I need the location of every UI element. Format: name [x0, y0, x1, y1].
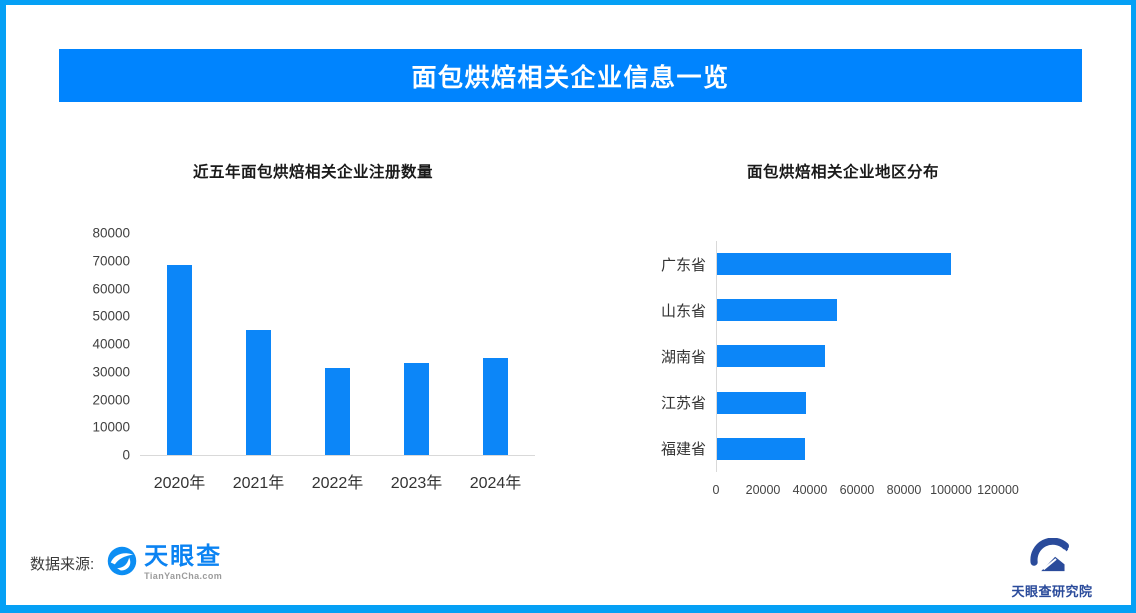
bar-福建省	[717, 437, 806, 460]
bar-row	[717, 241, 999, 287]
x-axis-category-label: 2023年	[390, 475, 443, 492]
bar-slot	[219, 233, 298, 455]
y-axis-tick-label: 50000	[92, 308, 130, 324]
data-source-label: 数据来源:	[30, 555, 95, 573]
data-source: 数据来源: 天眼查 TianYanCha.com	[30, 545, 222, 581]
y-axis-tick-label: 40000	[92, 336, 130, 352]
bar-山东省	[717, 299, 837, 322]
page-title: 面包烘焙相关企业信息一览	[411, 63, 730, 92]
bar-江苏省	[717, 391, 807, 414]
x-axis-tick-label: 0	[712, 483, 720, 497]
x-axis-tick-label: 20000	[745, 483, 781, 497]
header-banner: 面包烘焙相关企业信息一览	[59, 49, 1082, 102]
bar-2024年	[483, 357, 508, 455]
y-axis-tick-label: 70000	[92, 253, 130, 269]
region-chart-rows	[716, 241, 999, 472]
tianyancha-logo-icon	[107, 546, 137, 581]
x-axis-category-label: 2024年	[469, 475, 522, 492]
x-axis-tick-label: 120000	[977, 483, 1019, 497]
bar-row	[717, 380, 999, 426]
region-chart-labels: 广东省山东省湖南省江苏省福建省	[640, 241, 706, 472]
registration-chart-x-labels: 2020年 2021年 2022年 2023年 2024年	[140, 456, 535, 493]
x-axis-tick-label: 40000	[792, 483, 828, 497]
registration-chart-title: 近五年面包烘焙相关企业注册数量	[192, 164, 433, 181]
x-axis-category-label: 2021年	[232, 475, 285, 492]
region-label: 福建省	[660, 441, 706, 459]
y-axis-tick-label: 80000	[92, 225, 130, 241]
x-axis-tick-label: 60000	[839, 483, 875, 497]
region-label: 广东省	[660, 256, 706, 274]
region-chart-title: 面包烘焙相关企业地区分布	[746, 164, 939, 181]
bar-2023年	[404, 363, 429, 455]
region-label: 江苏省	[660, 395, 706, 413]
bar-湖南省	[717, 345, 826, 368]
bar-广东省	[717, 253, 951, 276]
y-axis-tick-label: 30000	[92, 364, 130, 380]
region-label: 湖南省	[660, 348, 706, 366]
bar-slot	[377, 233, 456, 455]
research-institute-logo: 天眼查研究院	[1006, 537, 1098, 600]
bar-row	[717, 426, 999, 472]
bar-2021年	[246, 330, 271, 455]
registration-chart: 近五年面包烘焙相关企业注册数量 0 10000 20000 30000 40000 500…	[78, 152, 548, 502]
y-axis-tick-label: 60000	[92, 281, 130, 296]
tianyancha-domain: TianYanCha.com	[144, 571, 223, 581]
region-chart-x-axis: 0 20000 40000 60000 80000 100000 120000	[712, 479, 1019, 499]
region-chart: 面包烘焙相关企业地区分布 广东省山东省湖南省江苏省福建省 0 20000 40000…	[640, 152, 1046, 512]
tianyancha-logo-text: 天眼查 TianYanCha.com	[144, 545, 222, 581]
bar-slot	[298, 233, 377, 455]
x-axis-tick-label: 100000	[930, 483, 972, 497]
registration-chart-y-axis: 0 10000 20000 30000 40000 50000 60000 70000 8000…	[78, 226, 130, 463]
tianyancha-logo: 天眼查 TianYanCha.com	[107, 545, 222, 581]
x-axis-category-label: 2020年	[153, 475, 206, 492]
bar-row	[717, 287, 999, 333]
research-institute-logo-icon	[1030, 537, 1074, 577]
bar-row	[717, 333, 999, 379]
y-axis-tick-label: 20000	[92, 392, 130, 407]
bar-2022年	[325, 367, 350, 455]
x-axis-category-label: 2022年	[311, 475, 364, 492]
tianyancha-name: 天眼查	[144, 543, 223, 570]
y-axis-tick-label: 0	[122, 447, 130, 463]
research-institute-name: 天眼查研究院	[1011, 584, 1093, 599]
y-axis-tick-label: 10000	[92, 419, 130, 435]
x-axis-tick-label: 80000	[886, 483, 922, 497]
bar-slot	[456, 233, 535, 455]
bar-slot	[140, 233, 219, 455]
bar-2020年	[167, 264, 192, 455]
registration-chart-bars	[140, 233, 535, 456]
region-label: 山东省	[660, 302, 706, 320]
